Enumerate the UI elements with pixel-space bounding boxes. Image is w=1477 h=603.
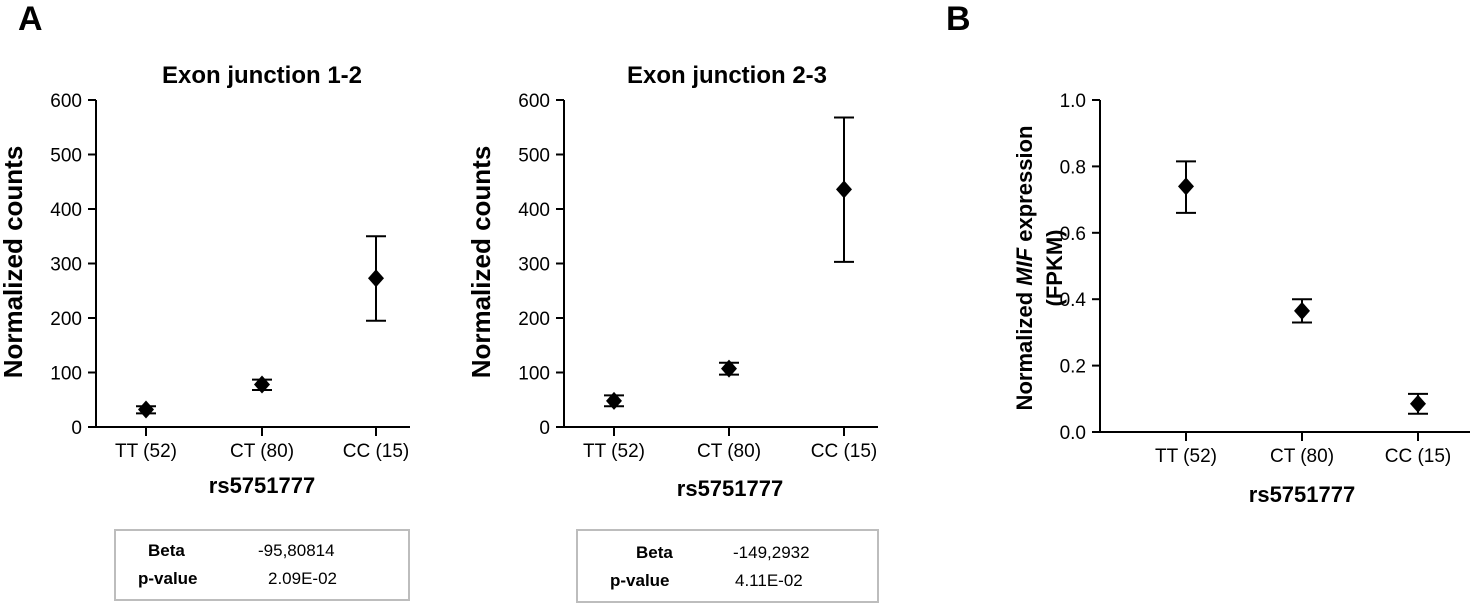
y-axis-label-suffix: expression	[1012, 126, 1037, 248]
data-marks	[1176, 160, 1428, 415]
data-point	[1410, 394, 1426, 413]
panel-label-b: B	[946, 0, 971, 38]
data-point	[1178, 177, 1194, 196]
y-tick-label: 0.2	[1060, 357, 1086, 378]
p-value-value: 4.11E-02	[735, 571, 803, 590]
y-axis-label-prefix: Normalized	[1012, 286, 1037, 411]
y-tick-label: 0	[539, 418, 550, 439]
x-tick-label: CC (15)	[1385, 446, 1452, 467]
stats-box: Beta -95,80814 p-value 2.09E-02	[114, 529, 410, 601]
y-tick-label: 500	[518, 146, 550, 167]
y-tick-label: 300	[50, 255, 82, 276]
svg-text:Normalized MIF expression: Normalized MIF expression	[1012, 126, 1037, 411]
y-tick-label: 0.6	[1060, 224, 1086, 245]
p-value-value: 2.09E-02	[268, 569, 337, 588]
x-tick-label: CT (80)	[697, 441, 761, 462]
y-tick-label: 0	[71, 418, 82, 439]
data-point	[606, 391, 622, 410]
data-point	[836, 180, 852, 199]
x-tick-label: TT (52)	[1155, 446, 1217, 467]
x-tick-label: CT (80)	[1270, 446, 1334, 467]
y-tick-label: 0.4	[1060, 290, 1087, 311]
beta-value: -149,2932	[733, 543, 810, 562]
x-axis-label: rs5751777	[677, 476, 783, 501]
p-value-label: p-value	[138, 569, 198, 588]
chart-exon-junction-1-2: Exon junction 1-2 Normalized counts rs57…	[0, 62, 410, 601]
y-axis-label-line2: (FPKM)	[1042, 230, 1067, 307]
y-tick-label: 400	[50, 200, 82, 221]
y-tick-label: 100	[518, 364, 550, 385]
y-tick-label: 100	[50, 364, 82, 385]
y-tick-label: 500	[50, 146, 82, 167]
chart-mif-expression: Normalized MIF expression (FPKM) rs57517…	[1012, 91, 1470, 507]
y-tick-label: 600	[518, 91, 550, 112]
data-point	[721, 359, 737, 378]
x-axis-label: rs5751777	[209, 473, 315, 498]
chart-title: Exon junction 1-2	[162, 62, 362, 89]
beta-label: Beta	[636, 543, 673, 562]
data-marks	[604, 116, 854, 410]
y-axis-label: Normalized MIF expression (FPKM)	[1012, 126, 1067, 411]
chart-exon-junction-2-3: Exon junction 2-3 Normalized counts rs57…	[466, 62, 879, 603]
data-marks	[136, 235, 386, 419]
y-tick-label: 0.0	[1060, 423, 1086, 444]
panel-label-a: A	[18, 0, 43, 38]
y-tick-label: 600	[50, 91, 82, 112]
y-axis-label: Normalized counts	[466, 146, 496, 379]
data-point	[254, 375, 270, 394]
chart-title: Exon junction 2-3	[627, 62, 827, 89]
p-value-label: p-value	[610, 571, 670, 590]
data-point	[138, 400, 154, 419]
data-point	[368, 269, 384, 288]
beta-value: -95,80814	[258, 541, 335, 560]
x-tick-label: TT (52)	[115, 441, 177, 462]
y-tick-label: 0.8	[1060, 157, 1086, 178]
x-tick-label: TT (52)	[583, 441, 645, 462]
y-tick-label: 1.0	[1060, 91, 1086, 112]
y-tick-label: 200	[518, 309, 550, 330]
y-tick-label: 200	[50, 309, 82, 330]
y-tick-label: 300	[518, 255, 550, 276]
y-tick-label: 400	[518, 200, 550, 221]
x-tick-label: CC (15)	[343, 441, 410, 462]
x-axis-label: rs5751777	[1249, 482, 1355, 507]
data-point	[1294, 301, 1310, 320]
stats-box: Beta -149,2932 p-value 4.11E-02	[576, 529, 879, 603]
x-tick-label: CC (15)	[811, 441, 878, 462]
y-axis-label-gene: MIF	[1012, 247, 1037, 285]
y-axis-label: Normalized counts	[0, 146, 28, 379]
beta-label: Beta	[148, 541, 185, 560]
x-tick-label: CT (80)	[230, 441, 294, 462]
